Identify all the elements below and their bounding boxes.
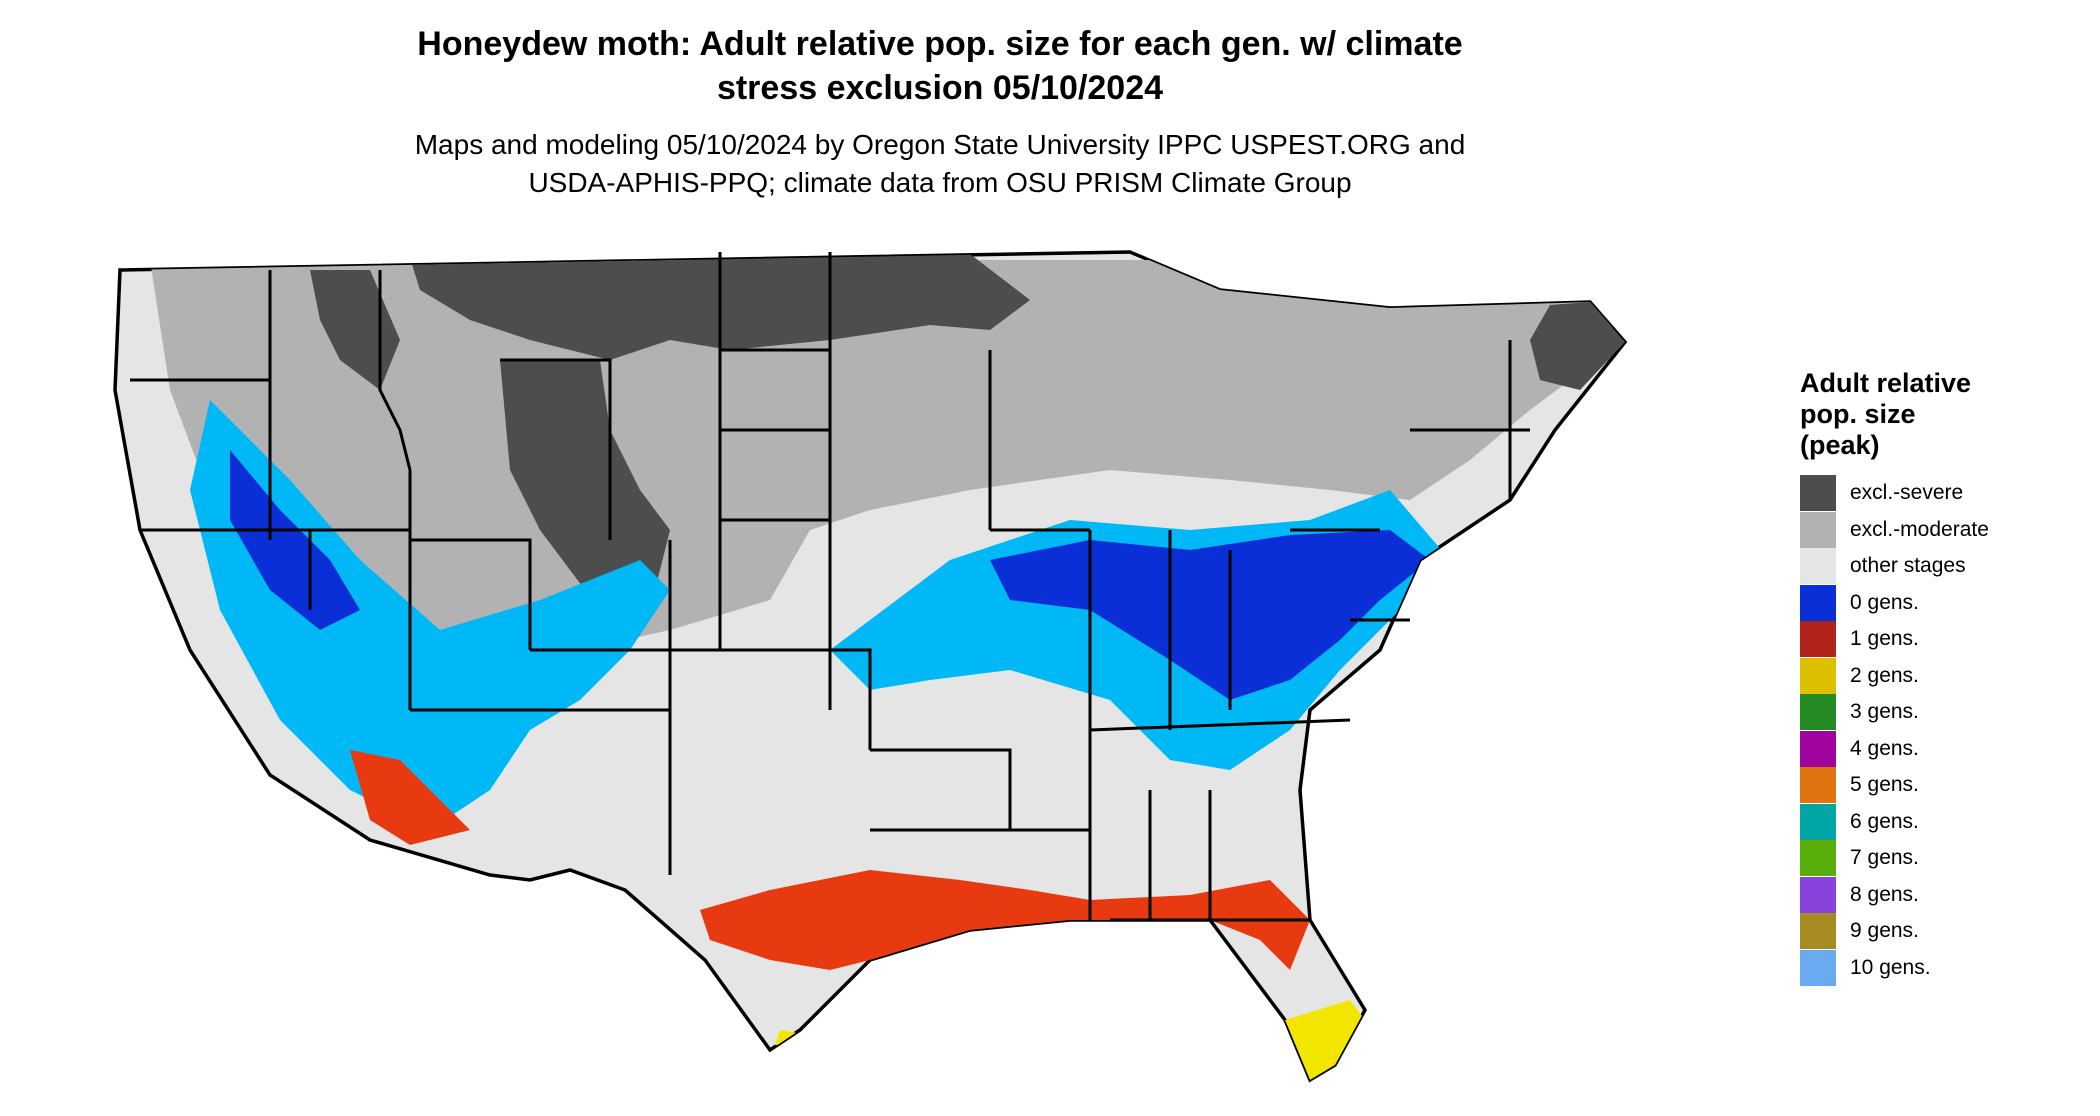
legend-swatch — [1800, 803, 1836, 840]
state-borders — [130, 252, 1530, 922]
legend-label: 2 gens. — [1850, 663, 1919, 687]
legend-swatch — [1800, 876, 1836, 913]
legend-item: 4 gens. — [1800, 730, 2090, 768]
one-gen-arizona — [350, 750, 470, 845]
legend-label: 0 gens. — [1850, 590, 1919, 614]
legend-label: excl.-severe — [1850, 481, 1964, 505]
title-line-1: Honeydew moth: Adult relative pop. size … — [417, 25, 1463, 63]
us-population-map — [113, 250, 1628, 1083]
legend-swatch — [1800, 913, 1836, 950]
legend-swatch — [1800, 694, 1836, 731]
zero-gens-dark-band — [990, 530, 1430, 700]
legend-swatch — [1800, 475, 1836, 512]
legend-item: 9 gens. — [1800, 913, 2090, 950]
legend-item: other stages — [1800, 548, 2090, 585]
legend-label: 1 gens. — [1850, 627, 1919, 651]
legend-item: 0 gens. — [1800, 584, 2090, 622]
legend-title-line-3: (peak) — [1800, 430, 1880, 460]
legend-items: excl.-severe excl.-moderate other stages 0 … — [1800, 475, 2090, 986]
legend-title-line-2: pop. size — [1800, 399, 1916, 429]
legend-swatch — [1800, 730, 1836, 767]
two-gens-south-texas — [775, 1030, 810, 1045]
one-gen-gulf-coast — [700, 870, 1310, 970]
legend-swatch — [1800, 584, 1836, 621]
title-line-2: stress exclusion 05/10/2024 — [716, 69, 1164, 107]
two-gens-south-florida — [1285, 1000, 1365, 1080]
legend-item: 6 gens. — [1800, 803, 2090, 841]
legend-label: 10 gens. — [1850, 955, 1931, 979]
legend-swatch — [1800, 548, 1836, 585]
map-title: Honeydew moth: Adult relative pop. size … — [270, 22, 1610, 110]
excl-severe-mountains — [310, 270, 400, 390]
legend-swatch — [1800, 949, 1836, 986]
zero-gens-light-southwest — [190, 400, 670, 830]
map-legend: Adult relative pop. size (peak) excl.-se… — [1800, 368, 2090, 986]
legend-label: excl.-moderate — [1850, 517, 1989, 541]
legend-label: 5 gens. — [1850, 773, 1919, 797]
legend-swatch — [1800, 840, 1836, 877]
legend-label: 6 gens. — [1850, 809, 1919, 833]
legend-title-line-1: Adult relative — [1800, 368, 1972, 398]
legend-label: 7 gens. — [1850, 846, 1919, 870]
legend-item: excl.-moderate — [1800, 511, 2090, 549]
zero-gens-dark-california — [230, 450, 360, 630]
legend-item: 8 gens. — [1800, 876, 2090, 914]
legend-label: other stages — [1850, 554, 1966, 578]
legend-swatch — [1800, 657, 1836, 694]
legend-title: Adult relative pop. size (peak) — [1800, 368, 2090, 461]
legend-label: 8 gens. — [1850, 882, 1919, 906]
legend-item: excl.-severe — [1800, 475, 2090, 512]
legend-item: 5 gens. — [1800, 767, 2090, 804]
legend-label: 9 gens. — [1850, 919, 1919, 943]
legend-swatch — [1800, 767, 1836, 804]
excl-severe-maine — [1530, 302, 1625, 390]
legend-item: 3 gens. — [1800, 694, 2090, 731]
legend-swatch — [1800, 621, 1836, 658]
subtitle-line-1: Maps and modeling 05/10/2024 by Oregon S… — [414, 129, 1466, 160]
legend-label: 3 gens. — [1850, 700, 1919, 724]
legend-item: 1 gens. — [1800, 621, 2090, 658]
legend-swatch — [1800, 511, 1836, 548]
legend-item: 10 gens. — [1800, 949, 2090, 987]
legend-item: 7 gens. — [1800, 840, 2090, 877]
map-subtitle: Maps and modeling 05/10/2024 by Oregon S… — [270, 126, 1610, 202]
legend-item: 2 gens. — [1800, 657, 2090, 695]
legend-label: 4 gens. — [1850, 736, 1919, 760]
subtitle-line-2: USDA-APHIS-PPQ; climate data from OSU PR… — [528, 167, 1352, 198]
